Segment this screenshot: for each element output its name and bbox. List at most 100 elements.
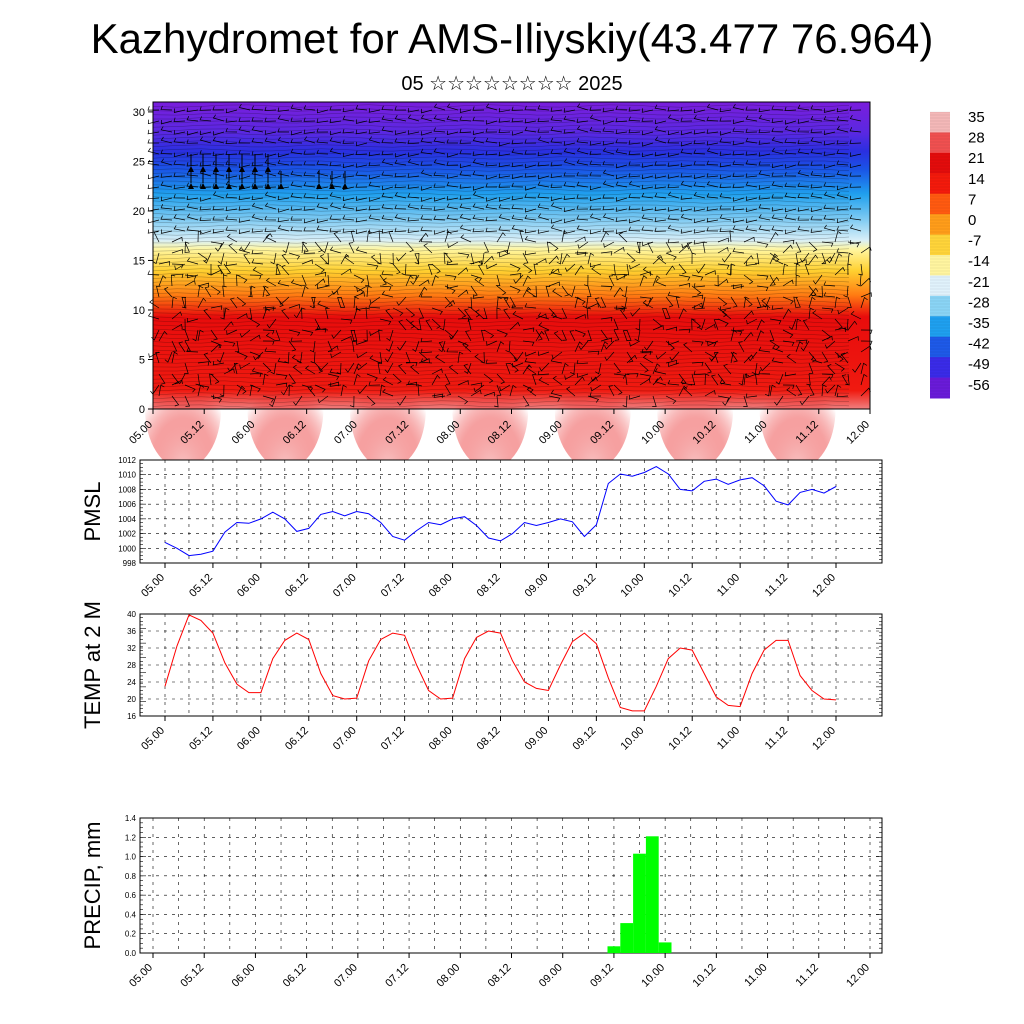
wind-barb bbox=[745, 115, 758, 122]
wind-barb bbox=[810, 171, 823, 177]
wind-barb bbox=[262, 285, 271, 297]
wind-barb bbox=[821, 241, 834, 247]
wind-barb bbox=[483, 391, 495, 397]
wind-barb bbox=[398, 363, 407, 375]
wind-barb bbox=[634, 329, 641, 342]
wind-barb bbox=[184, 280, 196, 287]
wind-barb bbox=[303, 171, 316, 177]
wind-barb bbox=[589, 205, 602, 210]
y-tick-label: 998 bbox=[123, 559, 137, 568]
wind-barb bbox=[600, 341, 609, 353]
contour-line bbox=[152, 316, 850, 320]
colorbar-label: -56 bbox=[968, 377, 990, 394]
wind-barb bbox=[418, 232, 429, 243]
wind-barb bbox=[563, 195, 576, 201]
contour-line bbox=[152, 220, 850, 224]
wind-barb bbox=[628, 193, 641, 199]
wind-barb bbox=[199, 136, 212, 144]
wind-barb bbox=[537, 312, 550, 320]
wind-barb bbox=[563, 158, 576, 166]
wind-barb bbox=[382, 185, 394, 191]
contour-line bbox=[152, 332, 850, 336]
wind-barb bbox=[654, 378, 667, 386]
colorbar-label: 14 bbox=[968, 171, 985, 188]
wind-barb bbox=[600, 337, 612, 343]
wind-barb bbox=[732, 225, 745, 232]
wind-barb bbox=[613, 287, 623, 298]
wind-barb bbox=[253, 351, 264, 361]
wind-barb bbox=[296, 351, 303, 364]
wind-barb bbox=[511, 162, 524, 168]
wind-barb bbox=[369, 355, 381, 364]
y-axis-label: PRECIP, mm bbox=[80, 822, 105, 950]
y-tick-label: 0.8 bbox=[125, 872, 137, 881]
wind-barb bbox=[550, 357, 563, 364]
x-tick-label: 05.00 bbox=[139, 572, 167, 600]
wind-barb bbox=[290, 181, 303, 188]
wind-barb bbox=[758, 204, 771, 210]
wind-barb bbox=[590, 384, 602, 392]
wind-barb bbox=[251, 195, 264, 201]
wind-barb bbox=[823, 141, 836, 146]
plot-frame bbox=[139, 817, 883, 954]
wind-barb bbox=[236, 384, 247, 394]
wind-barb bbox=[394, 115, 407, 122]
wind-barb bbox=[197, 282, 209, 288]
wind-barb bbox=[290, 160, 303, 166]
wind-barb bbox=[407, 193, 420, 199]
contour-line bbox=[152, 212, 850, 216]
wind-barb bbox=[499, 252, 511, 258]
wind-barb bbox=[251, 137, 264, 144]
wind-barb bbox=[420, 137, 433, 144]
wind-barb bbox=[561, 285, 569, 297]
wind-barb bbox=[160, 126, 173, 133]
wind-barb bbox=[680, 180, 693, 188]
wind-barb bbox=[329, 228, 342, 233]
wind-barb bbox=[641, 174, 654, 180]
wind-barb bbox=[550, 107, 563, 112]
wind-barb bbox=[483, 373, 494, 384]
wind-barb bbox=[203, 352, 212, 364]
wind-barb bbox=[537, 117, 550, 123]
wind-barb bbox=[654, 151, 667, 157]
wind-barb bbox=[797, 182, 810, 188]
wind-barb bbox=[860, 340, 873, 346]
wind-barb bbox=[570, 362, 576, 375]
wind-barb bbox=[795, 241, 802, 253]
wind-barb bbox=[696, 263, 706, 274]
wind-barb bbox=[225, 139, 238, 144]
wind-barb bbox=[821, 351, 829, 363]
wind-barb bbox=[485, 203, 498, 210]
wind-barb bbox=[810, 161, 823, 166]
wind-flag bbox=[239, 183, 245, 189]
colorbar-segment bbox=[930, 255, 950, 276]
wind-barb bbox=[732, 127, 745, 133]
wind-barb bbox=[314, 263, 325, 273]
wind-barb bbox=[381, 171, 394, 177]
wind-barb bbox=[602, 160, 615, 166]
wind-barb bbox=[709, 351, 719, 362]
wind-barb bbox=[438, 340, 446, 353]
wind-barb bbox=[693, 149, 706, 155]
wind-barb bbox=[563, 207, 576, 212]
wind-barb bbox=[316, 324, 329, 331]
wind-barb bbox=[292, 364, 303, 375]
wind-barb bbox=[355, 105, 368, 111]
y-tick-label: 15 bbox=[133, 255, 145, 267]
wind-barb bbox=[290, 148, 303, 155]
wind-barb bbox=[654, 161, 667, 166]
wind-barb bbox=[836, 140, 849, 145]
wind-barb bbox=[802, 319, 810, 331]
wind-barb bbox=[265, 153, 277, 158]
wind-barb bbox=[522, 252, 529, 264]
wind-barb bbox=[329, 215, 342, 221]
wind-barb bbox=[849, 127, 862, 133]
wind-barb bbox=[654, 227, 667, 232]
wind-barb bbox=[704, 340, 717, 347]
wind-barb bbox=[472, 294, 485, 299]
wind-barb bbox=[303, 226, 316, 232]
wind-barb bbox=[370, 254, 381, 265]
wind-barb bbox=[589, 106, 602, 111]
x-tick-label: 12.00 bbox=[844, 962, 872, 990]
